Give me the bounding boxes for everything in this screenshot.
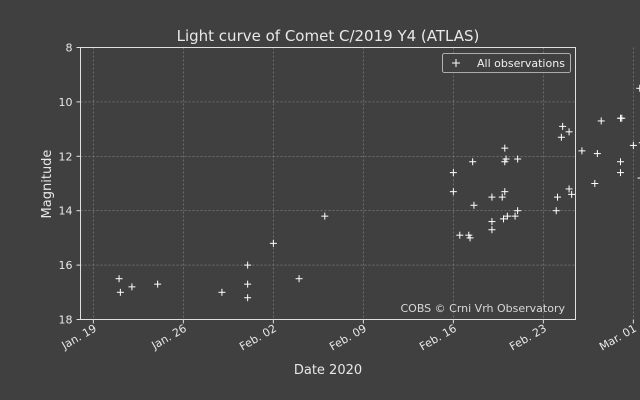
observation-point xyxy=(498,193,506,201)
observation-point xyxy=(501,144,509,152)
y-tick-label: 14 xyxy=(59,205,73,218)
legend-entry-all-observations: All observations xyxy=(477,57,565,70)
observation-point xyxy=(488,193,496,201)
observation-point xyxy=(629,141,637,149)
observation-point xyxy=(593,150,601,158)
observation-point xyxy=(557,133,565,141)
observation-point xyxy=(466,234,474,242)
y-tick-label: 8 xyxy=(66,42,73,55)
observation-point xyxy=(591,180,599,187)
observation-point xyxy=(488,218,496,226)
observation-point xyxy=(218,288,226,296)
observation-point xyxy=(511,212,519,220)
observation-point xyxy=(501,188,509,196)
observation-point xyxy=(502,155,510,163)
observation-point xyxy=(244,294,252,302)
observation-point xyxy=(456,231,464,239)
observation-point xyxy=(636,84,640,92)
observation-point xyxy=(269,239,277,247)
x-tick-label: Feb. 09 xyxy=(327,322,369,353)
observation-point xyxy=(637,177,640,179)
y-tick-label: 10 xyxy=(59,96,73,109)
legend-box xyxy=(442,53,571,73)
observation-point xyxy=(568,190,576,198)
observation-point xyxy=(514,155,522,163)
x-axis-label: Date 2020 xyxy=(294,363,362,378)
y-axis-label: Magnitude xyxy=(40,150,55,219)
y-tick-label: 12 xyxy=(59,150,73,163)
observation-point xyxy=(469,158,477,166)
grid xyxy=(80,47,634,320)
y-tick-label: 18 xyxy=(59,314,73,327)
x-tick-label: Feb. 23 xyxy=(507,322,549,353)
x-tick-label: Feb. 16 xyxy=(417,322,459,353)
y-tick-label: 16 xyxy=(59,259,73,272)
observation-point xyxy=(321,212,329,220)
x-tick-label: Mar. 01 xyxy=(597,322,639,354)
observation-point xyxy=(597,117,605,125)
observation-point xyxy=(554,193,561,201)
observation-point xyxy=(552,207,560,215)
x-tick-label: Feb. 02 xyxy=(237,322,279,353)
source-annotation: COBS © Crni Vrh Observatory xyxy=(400,302,565,315)
observation-point xyxy=(244,261,252,269)
observation-point xyxy=(244,280,252,288)
observation-point xyxy=(617,169,624,177)
observation-point xyxy=(565,185,573,193)
observation-point xyxy=(154,280,162,288)
x-tick-label: Jan. 26 xyxy=(149,322,189,353)
observation-point xyxy=(500,215,507,223)
observation-point xyxy=(488,226,496,234)
observation-point xyxy=(449,188,457,196)
data-points xyxy=(115,84,640,302)
legend: All observations xyxy=(442,53,571,73)
observation-point xyxy=(503,212,511,220)
observation-point xyxy=(617,158,624,166)
legend-marker-icon xyxy=(452,59,460,67)
observation-point xyxy=(470,201,478,209)
observation-point xyxy=(115,275,123,283)
observation-point xyxy=(559,122,567,130)
observation-point xyxy=(116,288,124,296)
observation-point xyxy=(618,114,626,122)
observation-point xyxy=(578,147,586,155)
observation-point xyxy=(449,169,457,177)
plot-frame xyxy=(80,47,576,320)
observation-point xyxy=(295,275,303,283)
chart-title: Light curve of Comet C/2019 Y4 (ATLAS) xyxy=(177,27,480,45)
observation-point xyxy=(565,128,573,136)
observation-point xyxy=(514,207,522,215)
observation-point xyxy=(128,283,136,291)
